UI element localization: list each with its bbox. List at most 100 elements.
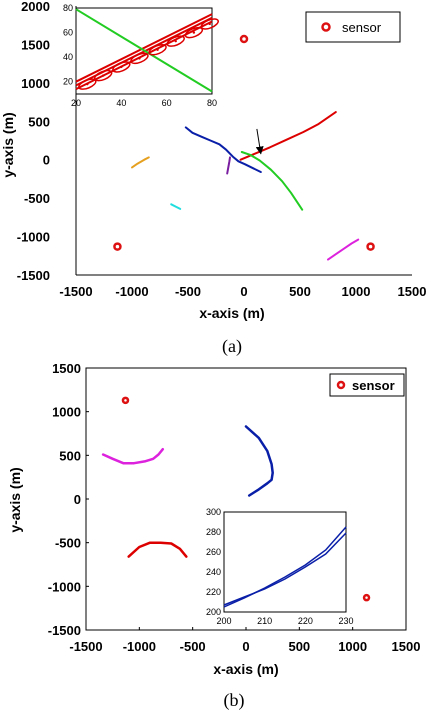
panel-a-y-tick-label: 1000 [21,76,50,91]
panel-a-x-tick-label: 500 [289,284,311,299]
panel-a-inset-uncertainty-ellipse [166,35,185,47]
panel-b-track [127,541,188,558]
panel-a-y-label: y-axis (m) [0,112,16,177]
panel-a-inset-estimate-point [208,22,211,26]
panel-b-series [101,425,274,558]
panel-a-track [240,151,304,211]
panel-a-inset-uncertainty-ellipse [93,69,113,82]
panel-a-inset-estimate-point [192,31,196,34]
panel-a-track [184,126,262,173]
panel-b-inset-series [223,526,347,608]
panel-a-inset: 20 40 60 80 20 40 60 80 [63,3,219,108]
panel-a-inset-estimate-point [86,82,89,86]
panel-b-legend-box [329,373,405,397]
panel-a-y-ticks: -1500 -1000 -500 0 500 1000 1500 2000 [17,0,50,283]
panel-b-x-tick-label: -500 [180,639,206,654]
panel-a-series [131,111,360,261]
panel-b-inset-x-tick-label: 200 [216,616,231,626]
panel-a-inset-x-tick-label: 60 [162,98,172,108]
panel-a-y-tick-label: 0 [43,153,50,168]
panel-b-inset-y-tick-label: 220 [206,587,221,597]
panel-a-inset-y-tick-label: 40 [63,52,73,62]
panel-a-x-tick-label: 1500 [398,284,427,299]
panel-a-track [226,156,231,175]
panel-a-legend-box [305,11,401,43]
panel-a: -1500 -1000 -500 0 500 1000 1500 -1500 -1000 -50… [0,0,426,357]
panel-b-x-ticks: -1500 -1000 -500 0 500 1000 1500 [69,627,420,654]
panel-b-inset-track [223,526,347,608]
panel-b-legend-sensor-marker [336,380,346,390]
panel-b-inset-x-tick-label: 210 [257,616,272,626]
panel-b-caption: (b) [224,690,245,711]
panel-a-y-tick-label: -500 [24,191,50,206]
panel-b-inset-y-tick-label: 260 [206,547,221,557]
panel-b-inset-y-tick-label: 200 [206,607,221,617]
panel-b-track [244,425,274,497]
panel-b-y-tick-label: -1000 [48,579,81,594]
panel-b-inset-y-tick-label: 280 [206,527,221,537]
panel-a-inset-uncertainty-ellipse [200,18,219,30]
panel-b-x-label: x-axis (m) [213,661,278,677]
panel-a-inset-uncertainty-ellipse [148,44,167,56]
panel-b-inset-y-tick-label: 300 [206,507,221,517]
panel-a-y-tick-label: -1500 [17,268,50,283]
panel-a-inset-uncertainty-ellipse [184,26,204,39]
panel-b-inset-ticks: 200 210 220 230 200 220 240 260 280 300 [206,507,354,626]
panel-a-inset-y-tick-label: 20 [63,77,73,87]
panel-a-x-tick-label: -1500 [59,284,92,299]
panel-b-sensors [121,396,371,602]
panel-a-inset-estimate-point [102,74,105,77]
panel-a-sensors [113,34,375,251]
panel-a-annotation-arrow [255,128,264,155]
panel-a-inset-ticks: 20 40 60 80 20 40 60 80 [63,3,217,108]
panel-b-x-tick-label: 1500 [392,639,421,654]
panel-a-inset-y-tick-label: 80 [63,3,73,13]
panel-b-inset-frame [223,511,347,613]
panel-b-x-tick-label: 1000 [338,639,367,654]
panel-a-sensor-marker [239,34,249,44]
panel-a-inset-uncertainty-ellipse [78,78,97,90]
panel-a-y-tick-label: 2000 [21,0,50,14]
panel-b-y-tick-label: 0 [74,492,81,507]
panel-b-inset-y-tick-label: 240 [206,567,221,577]
panel-a-inset-x-tick-label: 80 [207,98,217,108]
panel-b-track [101,447,165,465]
panel-a-legend-sensor-marker [321,22,331,32]
panel-a-x-tick-label: -500 [175,284,201,299]
panel-b-legend: sensor [329,373,405,397]
panel-a-y-tick-label: 1500 [21,37,50,52]
panel-b-legend-sensor-label: sensor [352,378,395,393]
panel-a-legend-sensor-label: sensor [342,20,382,35]
panel-b-y-tick-label: 1500 [52,361,81,376]
panel-a-inset-track [75,20,213,90]
panel-a-track [170,203,182,210]
panel-b-x-tick-label: -1500 [69,639,102,654]
panel-b-inset-x-tick-label: 220 [298,616,313,626]
panel-a-caption: (a) [222,336,242,357]
panel-b-inset: 200 210 220 230 200 220 240 260 280 300 [206,507,354,626]
panel-b-x-tick-label: 500 [288,639,310,654]
panel-a-x-ticks: -1500 -1000 -500 0 500 1000 1500 [59,284,426,299]
panel-a-inset-x-tick-label: 20 [71,98,81,108]
panel-a-x-label: x-axis (m) [199,305,264,321]
panel-b-y-tick-label: 1000 [52,405,81,420]
panel-b-x-tick-label: 0 [242,639,249,654]
panel-a-inset-track [75,8,213,93]
panel-a-inset-series [75,8,219,93]
panel-a-track [131,156,150,169]
panel-a-sensor-marker [366,242,375,251]
panel-a-inset-estimate-point [174,39,177,43]
panel-a-inset-estimate-point [138,57,141,60]
panel-a-inset-uncertainty-ellipse [112,61,131,73]
panel-a-inset-estimate-point [156,48,159,51]
panel-a-inset-y-tick-label: 60 [63,28,73,38]
panel-b-x-tick-label: -1000 [123,639,156,654]
panel-b-y-label: y-axis (m) [7,467,23,532]
panel-a-inset-x-tick-label: 40 [116,98,126,108]
panel-b-sensor-marker [362,593,371,602]
panel-b-y-tick-label: 500 [59,448,81,463]
panel-a-y-tick-label: 500 [28,114,50,129]
panel-a-inset-track [75,13,213,83]
panel-a-inset-estimate-point [120,65,123,69]
